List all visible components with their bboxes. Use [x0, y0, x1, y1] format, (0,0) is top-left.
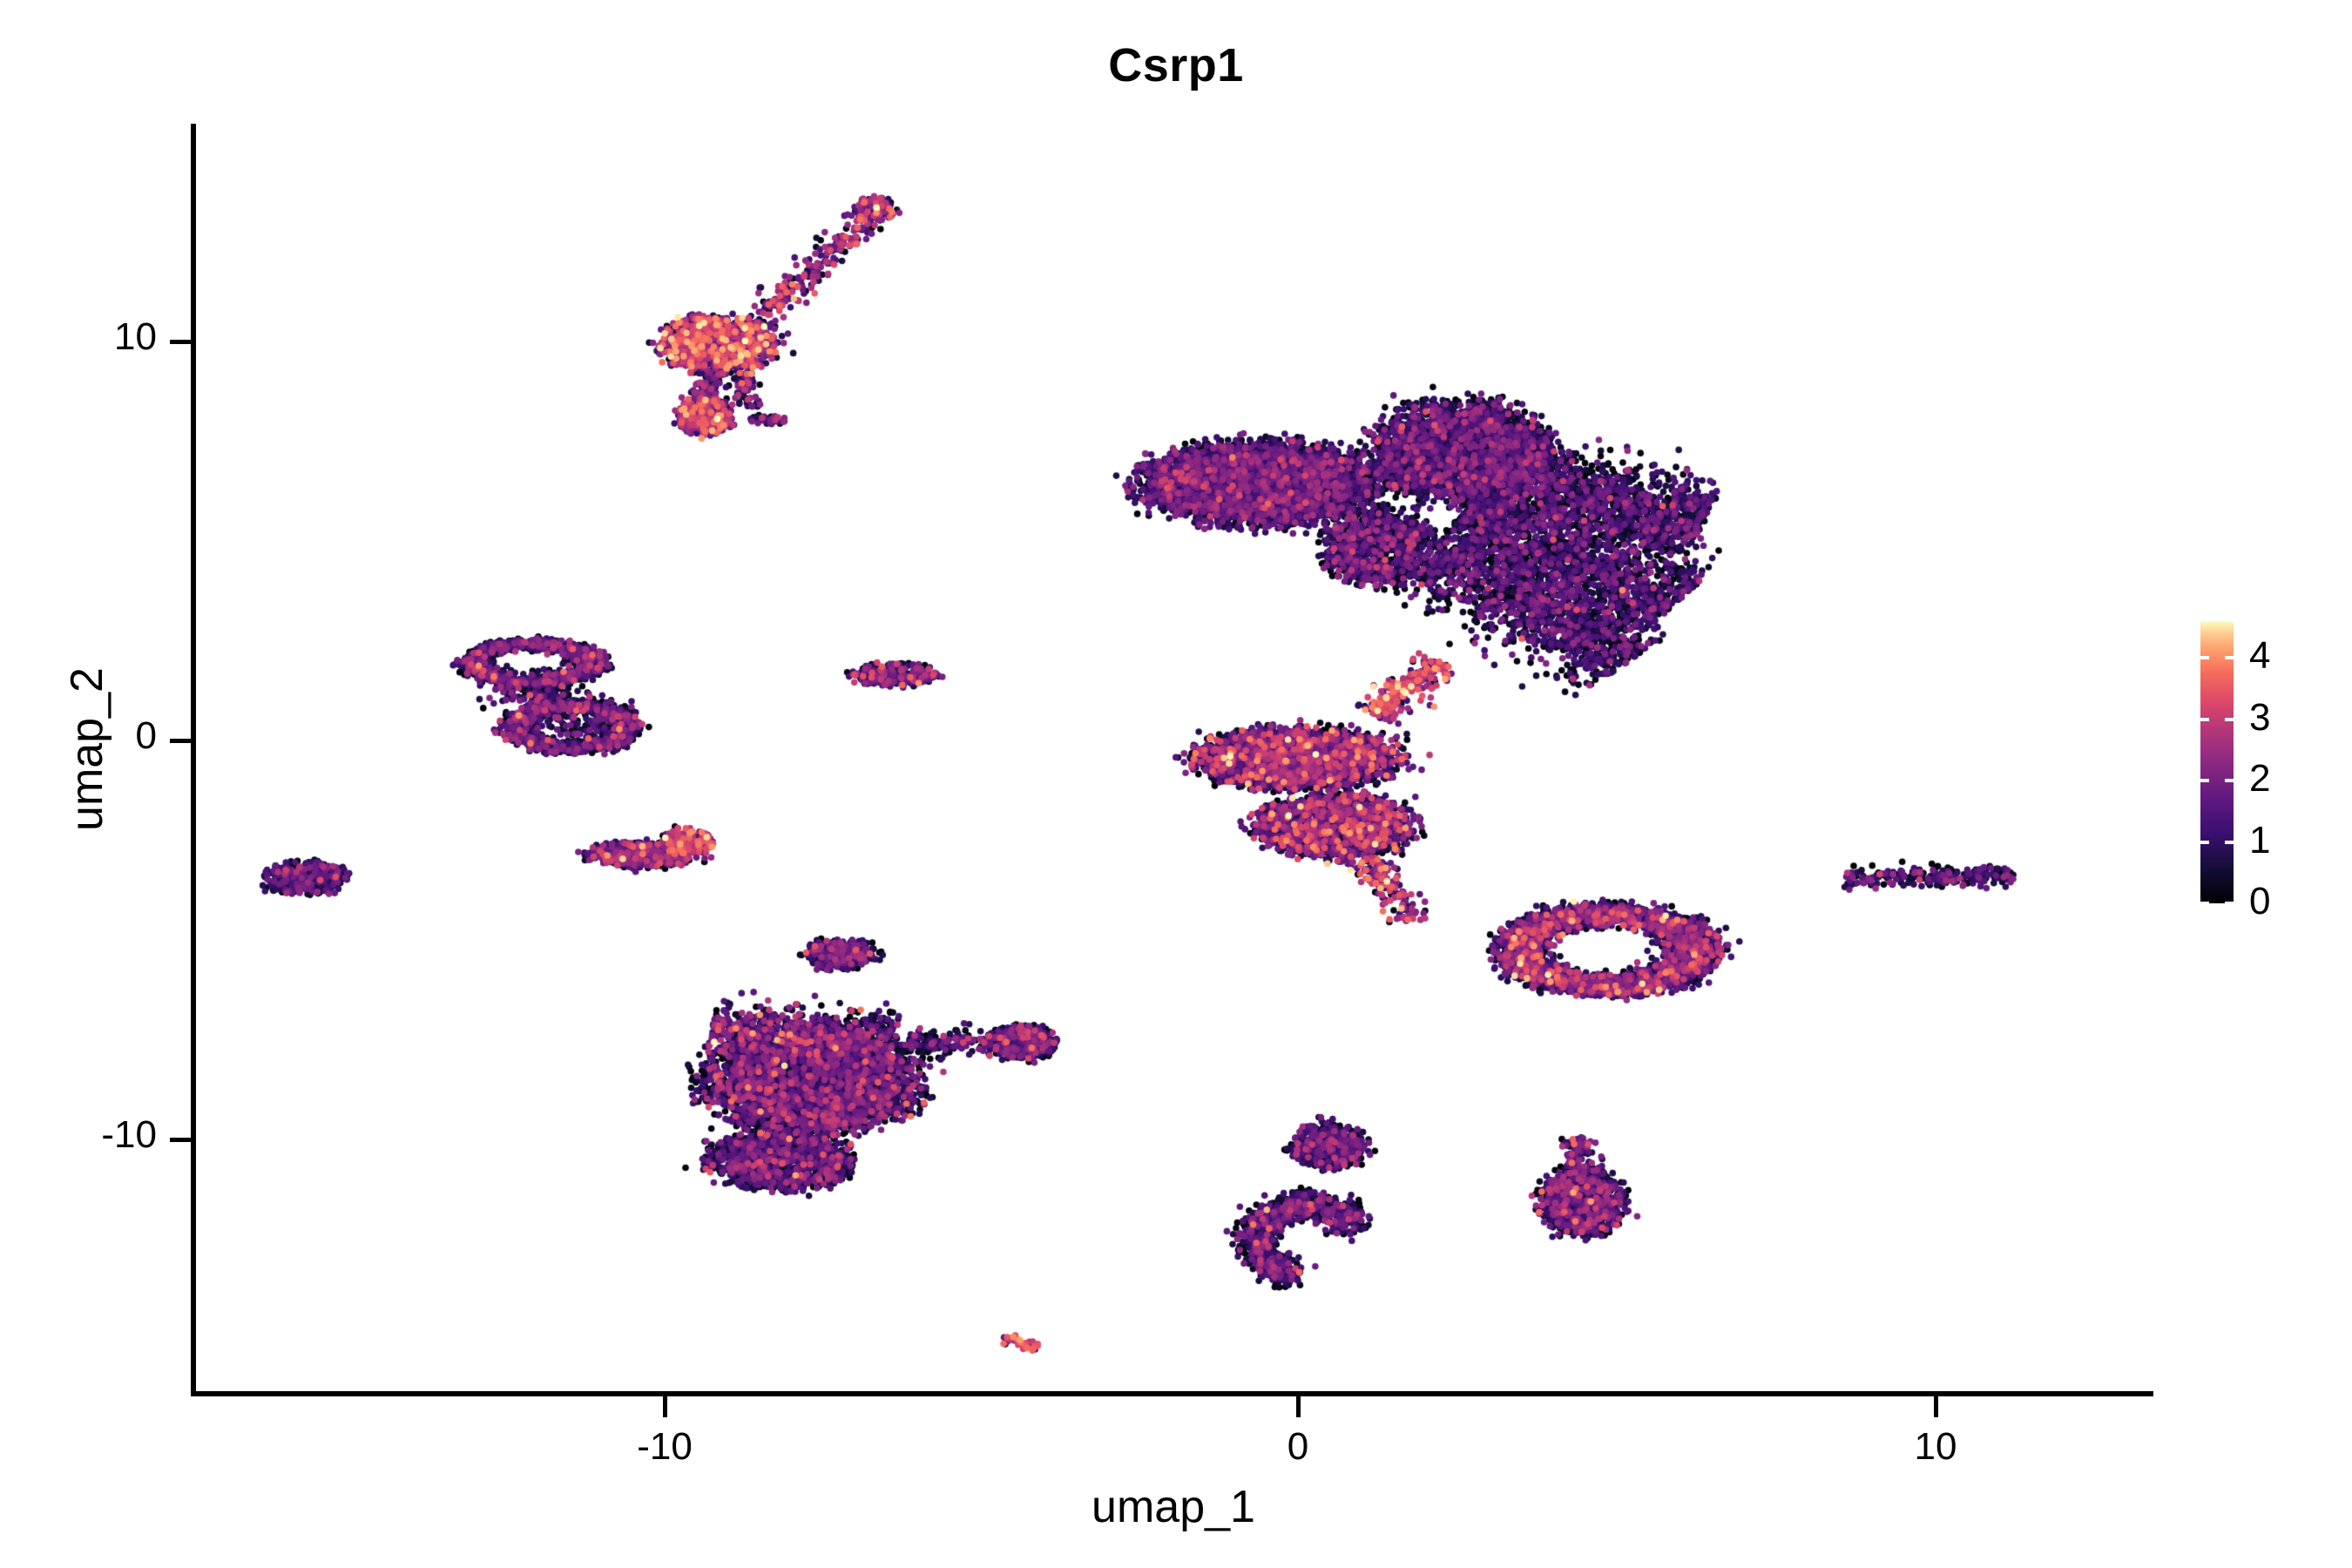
y-axis-line: [191, 124, 196, 1396]
colorbar-tick-3: [2225, 717, 2234, 721]
colorbar-tick-4: [2225, 656, 2234, 660]
y-axis-title: umap_2: [62, 667, 112, 831]
colorbar-tick-2: [2225, 779, 2234, 783]
colorbar-tick-1: [2200, 840, 2209, 844]
y-tick-mark--10: [170, 1138, 191, 1142]
y-tick-mark-10: [170, 340, 191, 344]
colorbar-tick-2: [2200, 779, 2209, 783]
colorbar-label-1: 1: [2249, 818, 2271, 862]
x-tick-mark-0: [1296, 1396, 1301, 1417]
y-tick-label-0: 0: [135, 714, 157, 757]
colorbar-label-2: 2: [2249, 757, 2271, 801]
colorbar-legend: 0 1 2 3 4: [2200, 621, 2340, 921]
colorbar-label-3: 3: [2249, 695, 2271, 739]
x-tick-mark-10: [1934, 1396, 1938, 1417]
colorbar-label-4: 4: [2249, 634, 2271, 678]
colorbar-tick-1: [2225, 840, 2234, 844]
colorbar-tick-3: [2200, 717, 2209, 721]
x-tick-label--10: -10: [637, 1425, 693, 1468]
colorbar-tick-4: [2200, 656, 2209, 660]
x-axis-title: umap_1: [1092, 1482, 1255, 1532]
x-axis-line: [191, 1391, 2153, 1396]
scatter-points-layer: [195, 124, 2152, 1394]
y-tick-mark-0: [170, 739, 191, 743]
y-tick-label-10: 10: [114, 315, 157, 358]
colorbar-tick-0: [2200, 902, 2209, 905]
x-tick-label-0: 0: [1287, 1425, 1309, 1468]
x-tick-label-10: 10: [1914, 1425, 1957, 1468]
colorbar-gradient: [2200, 621, 2234, 903]
page-title: Csrp1: [1108, 39, 1244, 91]
x-tick-mark--10: [663, 1396, 667, 1417]
y-tick-label--10: -10: [101, 1113, 157, 1156]
colorbar-tick-0: [2225, 902, 2234, 905]
plot-panel: [195, 124, 2152, 1394]
colorbar-label-0: 0: [2249, 880, 2271, 923]
